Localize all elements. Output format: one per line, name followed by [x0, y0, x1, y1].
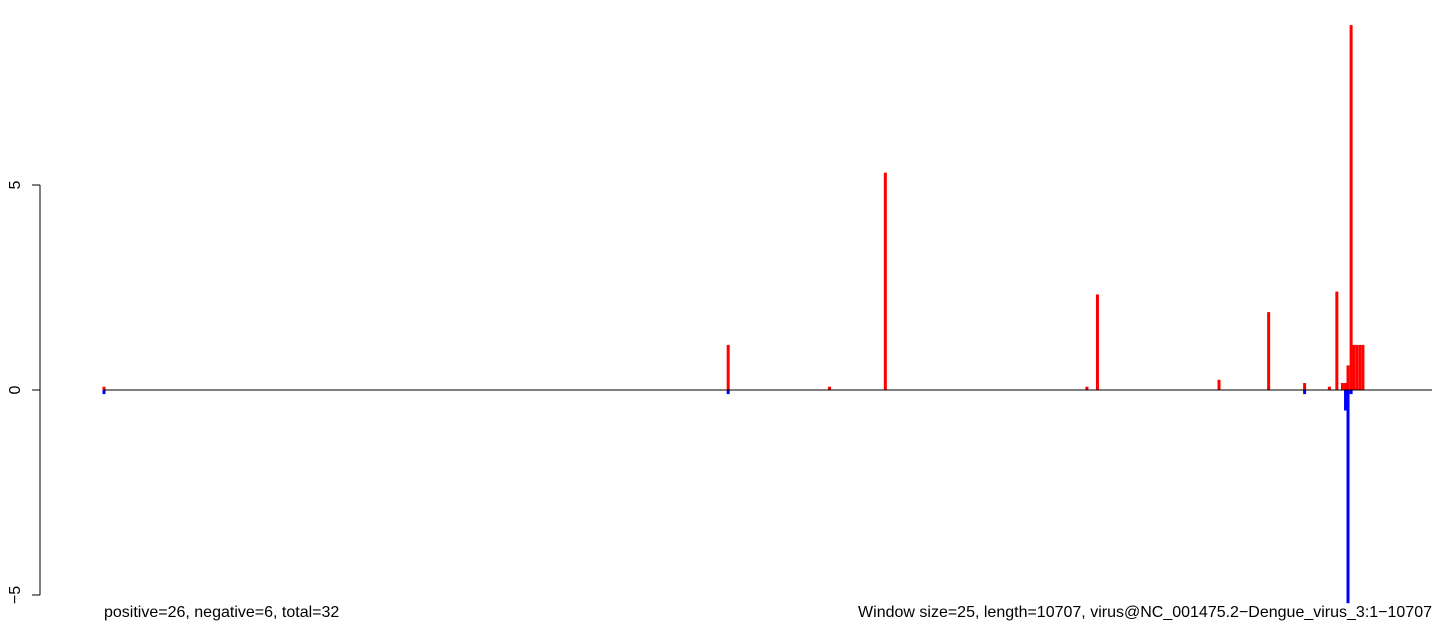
positive-bar: [828, 386, 832, 390]
positive-bar: [1358, 344, 1362, 390]
positive-bar: [1361, 344, 1365, 390]
negative-bar: [1346, 390, 1350, 604]
positive-bar: [1346, 365, 1350, 390]
negative-bar: [1344, 390, 1348, 411]
negative-bar: [726, 390, 730, 395]
y-axis: 5 0 −5: [7, 180, 41, 604]
positive-bar: [1352, 344, 1356, 390]
positive-bar: [1355, 344, 1359, 390]
positive-bar: [1327, 386, 1331, 390]
window-info-note: Window size=25, length=10707, virus@NC_0…: [858, 604, 1432, 621]
y-tick-label: 5: [7, 180, 24, 189]
summary-counts-note: positive=26, negative=6, total=32: [104, 604, 339, 621]
positive-bar: [1349, 25, 1353, 390]
positive-bar: [102, 386, 106, 390]
y-tick-label: 0: [7, 385, 24, 394]
positive-bar: [726, 344, 730, 390]
bars: [102, 25, 1365, 604]
positive-bar: [1303, 383, 1307, 390]
positive-bar: [1344, 383, 1348, 390]
positive-bar: [1217, 379, 1221, 390]
negative-bar: [1303, 390, 1307, 395]
positive-bar: [1340, 383, 1344, 390]
y-tick-label: −5: [7, 586, 24, 604]
negative-bar: [1349, 390, 1353, 395]
positive-bar: [1335, 291, 1339, 390]
positive-bar: [1095, 294, 1099, 390]
positive-bar: [1085, 386, 1089, 390]
negative-bar: [102, 390, 106, 395]
positive-bar: [1267, 312, 1271, 390]
positive-bar: [883, 172, 887, 390]
